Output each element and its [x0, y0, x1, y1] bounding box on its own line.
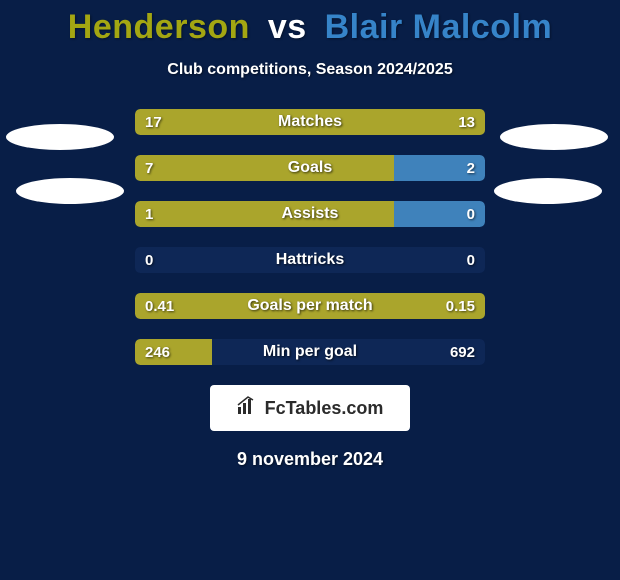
stat-row: 0.410.15Goals per match [135, 293, 485, 319]
avatar-placeholder [16, 178, 124, 204]
stat-row: 1713Matches [135, 109, 485, 135]
stat-value-left: 7 [145, 155, 153, 181]
stat-value-right: 2 [467, 155, 475, 181]
vs-text: vs [268, 8, 307, 46]
stat-value-right: 0 [467, 201, 475, 227]
stat-row-bg [135, 247, 485, 273]
stat-fill-left [135, 109, 485, 135]
subtitle: Club competitions, Season 2024/2025 [0, 61, 620, 79]
player2-name: Blair Malcolm [325, 8, 553, 46]
stat-row: 00Hattricks [135, 247, 485, 273]
date-text: 9 november 2024 [0, 449, 620, 470]
comparison-title: Henderson vs Blair Malcolm [0, 0, 620, 47]
stat-value-right: 0 [467, 247, 475, 273]
brand-text: FcTables.com [265, 398, 384, 419]
stat-value-right: 0.15 [446, 293, 475, 319]
stat-value-right: 692 [450, 339, 475, 365]
avatar-placeholder [500, 124, 608, 150]
stat-value-left: 246 [145, 339, 170, 365]
stat-fill-left [135, 293, 485, 319]
brand-box: FcTables.com [210, 385, 410, 431]
avatar-placeholder [494, 178, 602, 204]
brand-chart-icon [237, 396, 259, 421]
stat-fill-left [135, 201, 394, 227]
stat-row: 10Assists [135, 201, 485, 227]
player1-name: Henderson [68, 8, 250, 46]
avatar-placeholder [6, 124, 114, 150]
stat-value-left: 0.41 [145, 293, 174, 319]
stat-value-left: 1 [145, 201, 153, 227]
stat-row: 72Goals [135, 155, 485, 181]
stat-row: 246692Min per goal [135, 339, 485, 365]
stat-fill-left [135, 155, 394, 181]
stat-value-left: 0 [145, 247, 153, 273]
stat-value-left: 17 [145, 109, 162, 135]
stat-value-right: 13 [458, 109, 475, 135]
